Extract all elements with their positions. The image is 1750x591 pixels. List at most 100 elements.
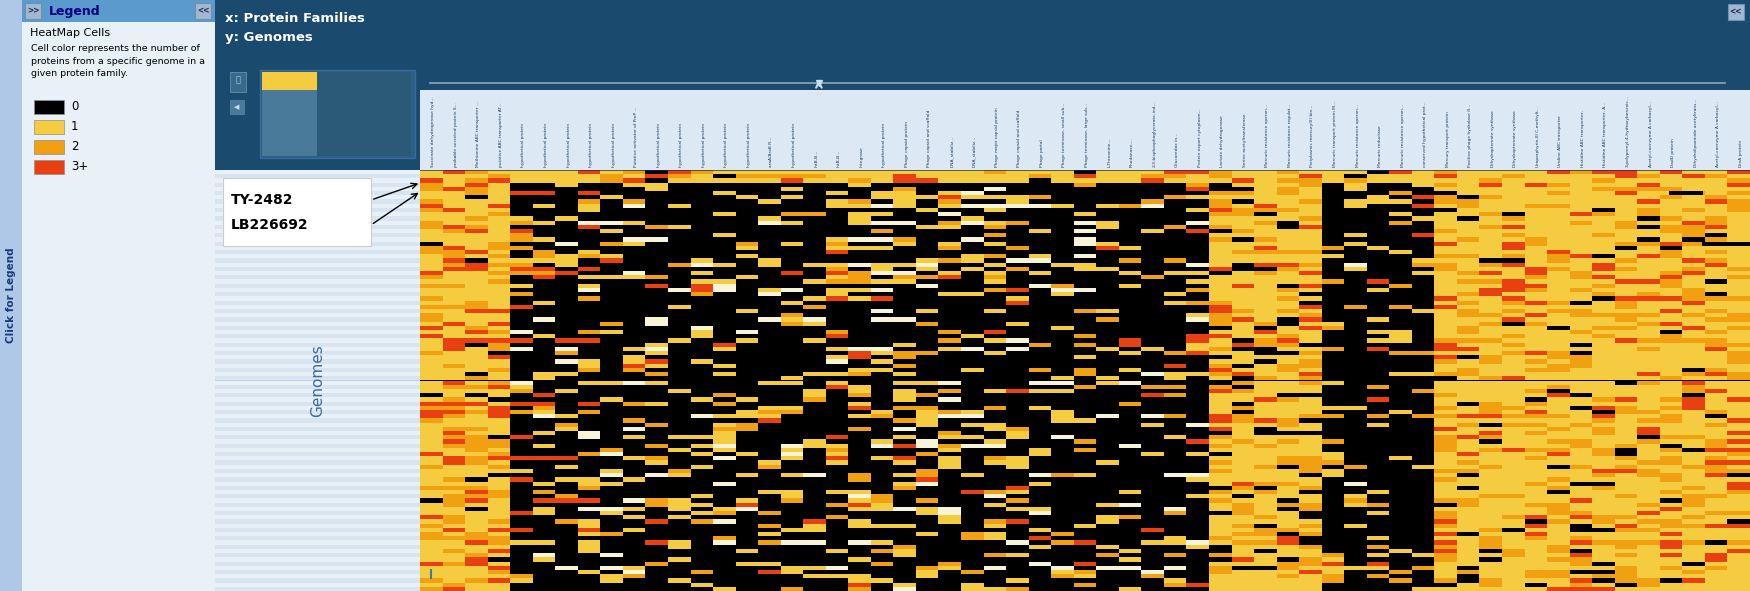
Bar — [1298, 502, 1321, 507]
Bar — [1592, 170, 1615, 174]
Bar — [646, 343, 668, 347]
Bar — [961, 473, 984, 478]
Bar — [1232, 579, 1255, 583]
Bar — [849, 220, 872, 225]
Bar — [1502, 170, 1524, 174]
Bar — [511, 229, 532, 233]
Bar — [1344, 524, 1367, 528]
Bar — [420, 448, 443, 452]
Bar — [826, 174, 849, 178]
Bar — [466, 174, 488, 178]
Bar — [1458, 502, 1479, 507]
Bar — [443, 473, 466, 478]
Bar — [1186, 478, 1209, 482]
Bar — [1502, 519, 1524, 524]
Bar — [466, 541, 488, 545]
Bar — [1638, 507, 1659, 511]
Bar — [1479, 330, 1502, 334]
Bar — [1298, 187, 1321, 191]
Bar — [1638, 469, 1659, 473]
Bar — [1276, 553, 1298, 557]
Bar — [1006, 258, 1029, 262]
Bar — [1638, 401, 1659, 406]
Bar — [1479, 528, 1502, 532]
Bar — [1435, 216, 1458, 220]
Bar — [735, 507, 758, 511]
Bar — [1209, 233, 1232, 238]
Bar — [1502, 250, 1524, 254]
Bar — [984, 389, 1006, 393]
Bar — [1255, 195, 1276, 200]
Bar — [1298, 288, 1321, 292]
Bar — [1232, 191, 1255, 195]
Bar — [466, 216, 488, 220]
Bar — [1435, 498, 1458, 502]
Bar — [1682, 515, 1704, 519]
Bar — [1479, 515, 1502, 519]
Bar — [1570, 579, 1592, 583]
Bar — [1547, 334, 1570, 339]
Bar — [1524, 330, 1547, 334]
Bar — [466, 359, 488, 363]
Bar — [1704, 490, 1727, 494]
Bar — [1524, 549, 1547, 553]
Bar — [466, 423, 488, 427]
Bar — [1006, 456, 1029, 460]
Bar — [1298, 322, 1321, 326]
Bar — [1298, 258, 1321, 262]
Bar — [420, 216, 443, 220]
Bar — [1074, 385, 1096, 389]
Bar — [849, 238, 872, 242]
Bar — [1659, 351, 1682, 355]
Bar — [1570, 191, 1592, 195]
Bar — [1704, 195, 1727, 200]
Bar — [488, 178, 511, 183]
Bar — [1458, 385, 1479, 389]
Bar — [1638, 465, 1659, 469]
Bar — [826, 460, 849, 465]
Bar — [1570, 440, 1592, 444]
Bar — [420, 170, 443, 174]
Bar — [915, 258, 938, 262]
Bar — [1502, 381, 1524, 385]
Bar — [466, 465, 488, 469]
Bar — [466, 254, 488, 258]
Bar — [1141, 528, 1164, 532]
Bar — [1209, 339, 1232, 343]
Bar — [1704, 579, 1727, 583]
Bar — [1547, 300, 1570, 305]
Bar — [1638, 178, 1659, 183]
Bar — [1412, 258, 1435, 262]
Bar — [735, 473, 758, 478]
Bar — [668, 507, 691, 511]
Bar — [1547, 423, 1570, 427]
Bar — [1570, 587, 1592, 591]
Bar — [578, 267, 600, 271]
Bar — [466, 381, 488, 385]
Bar — [803, 541, 826, 545]
Bar — [1502, 238, 1524, 242]
Bar — [1052, 288, 1074, 292]
Bar — [578, 431, 600, 435]
Bar — [1435, 549, 1458, 553]
Bar — [488, 242, 511, 246]
Bar — [646, 423, 668, 427]
Text: Methionine ABC transporter ...: Methionine ABC transporter ... — [476, 101, 480, 167]
Bar — [1276, 355, 1298, 359]
Bar — [1164, 583, 1186, 587]
Bar — [1435, 262, 1458, 267]
Bar — [1727, 305, 1750, 309]
Bar — [1524, 322, 1547, 326]
Bar — [826, 359, 849, 363]
Bar — [938, 191, 961, 195]
Bar — [803, 393, 826, 397]
Bar — [691, 397, 712, 401]
Bar — [1615, 363, 1638, 368]
Bar — [826, 267, 849, 271]
Bar — [420, 561, 443, 566]
Bar — [1547, 229, 1570, 233]
Bar — [1412, 271, 1435, 275]
Bar — [1659, 440, 1682, 444]
Bar — [1704, 515, 1727, 519]
Bar — [1592, 204, 1615, 208]
